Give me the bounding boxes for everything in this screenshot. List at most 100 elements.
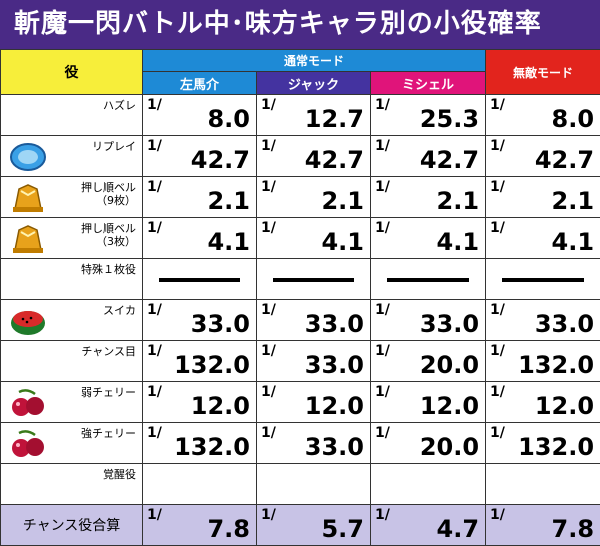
probability-value: 12.0 <box>535 392 594 420</box>
probability-value: 33.0 <box>420 310 479 338</box>
probability-value: 8.0 <box>552 105 595 133</box>
probability-value: 12.0 <box>420 392 479 420</box>
role-label: 特殊１枚役 <box>81 263 136 276</box>
probability-value: 33.0 <box>305 310 364 338</box>
value-cell: 1/33.0 <box>257 341 371 382</box>
role-label: リプレイ <box>92 140 136 153</box>
watermelon-icon <box>9 304 47 337</box>
fraction-slash: 1/ <box>375 507 390 523</box>
role-cell: 弱チェリー <box>1 382 143 423</box>
total-row: チャンス役合算 1/7.8 1/5.7 1/4.7 1/7.8 <box>1 505 600 546</box>
fraction-slash: 1/ <box>147 179 162 195</box>
fraction-slash: 1/ <box>261 343 276 359</box>
probability-value: 132.0 <box>518 433 594 461</box>
role-cell: 覚醒役 <box>1 464 143 505</box>
value-cell: 1/132.0 <box>486 341 600 382</box>
role-cell: 押し順ベル （9枚） <box>1 177 143 218</box>
header-role: 役 <box>1 50 143 95</box>
value-cell: 1/12.0 <box>143 382 257 423</box>
fraction-slash: 1/ <box>490 220 505 236</box>
value-cell: 1/2.1 <box>486 177 600 218</box>
fraction-slash: 1/ <box>261 302 276 318</box>
probability-value: 33.0 <box>535 310 594 338</box>
fraction-slash: 1/ <box>375 138 390 154</box>
probability-value: 42.7 <box>420 146 479 174</box>
value-cell: 1/2.1 <box>143 177 257 218</box>
role-cell: リプレイ <box>1 136 143 177</box>
fraction-slash: 1/ <box>147 384 162 400</box>
fraction-slash: 1/ <box>490 97 505 113</box>
probability-value: 4.1 <box>552 228 595 256</box>
value-cell <box>486 464 600 505</box>
role-cell: チャンス目 <box>1 341 143 382</box>
fraction-slash: 1/ <box>261 384 276 400</box>
fraction-slash: 1/ <box>147 302 162 318</box>
total-label: チャンス役合算 <box>1 505 143 546</box>
probability-value: 2.1 <box>207 187 250 215</box>
role-cell: 強チェリー <box>1 423 143 464</box>
role-cell: スイカ <box>1 300 143 341</box>
value-cell <box>257 259 371 300</box>
role-cell: 押し順ベル （3枚） <box>1 218 143 259</box>
probability-value: 132.0 <box>174 351 250 379</box>
value-cell: 1/132.0 <box>486 423 600 464</box>
probability-value: 33.0 <box>191 310 250 338</box>
role-label: 弱チェリー <box>81 386 136 399</box>
total-cell: 1/4.7 <box>371 505 486 546</box>
bell-icon <box>9 181 47 214</box>
value-cell: 1/33.0 <box>371 300 486 341</box>
replay-icon <box>9 140 47 173</box>
role-label: スイカ <box>103 304 136 317</box>
probability-value: 20.0 <box>420 433 479 461</box>
probability-value: 42.7 <box>535 146 594 174</box>
fraction-slash: 1/ <box>261 507 276 523</box>
probability-value: 4.1 <box>437 228 480 256</box>
fraction-slash: 1/ <box>490 302 505 318</box>
value-cell: 1/33.0 <box>257 423 371 464</box>
cherry-icon <box>9 427 47 460</box>
probability-value: 42.7 <box>191 146 250 174</box>
header-normal-mode: 通常モード <box>143 50 486 72</box>
total-value: 5.7 <box>321 515 364 543</box>
na-dash <box>273 278 354 282</box>
total-value: 7.8 <box>207 515 250 543</box>
value-cell: 1/42.7 <box>257 136 371 177</box>
probability-value: 132.0 <box>518 351 594 379</box>
value-cell: 1/4.1 <box>371 218 486 259</box>
fraction-slash: 1/ <box>147 220 162 236</box>
fraction-slash: 1/ <box>147 507 162 523</box>
value-cell: 1/4.1 <box>143 218 257 259</box>
total-value: 4.7 <box>437 515 480 543</box>
probability-value: 8.0 <box>207 105 250 133</box>
value-cell: 1/12.0 <box>257 382 371 423</box>
value-cell: 1/20.0 <box>371 341 486 382</box>
bell-icon <box>9 222 47 255</box>
probability-value: 42.7 <box>305 146 364 174</box>
na-dash <box>159 278 240 282</box>
total-cell: 1/7.8 <box>486 505 600 546</box>
role-label: 押し順ベル （9枚） <box>81 181 136 207</box>
value-cell: 1/8.0 <box>486 95 600 136</box>
header-muteki-mode: 無敵モード <box>486 50 600 95</box>
value-cell <box>371 464 486 505</box>
value-cell: 1/12.0 <box>371 382 486 423</box>
fraction-slash: 1/ <box>261 220 276 236</box>
value-cell <box>143 259 257 300</box>
role-label: 押し順ベル （3枚） <box>81 222 136 248</box>
fraction-slash: 1/ <box>375 343 390 359</box>
value-cell: 1/8.0 <box>143 95 257 136</box>
value-cell: 1/132.0 <box>143 423 257 464</box>
role-label: ハズレ <box>103 99 136 112</box>
role-cell: ハズレ <box>1 95 143 136</box>
fraction-slash: 1/ <box>261 97 276 113</box>
header-char-jack: ジャック <box>257 72 371 95</box>
total-cell: 1/5.7 <box>257 505 371 546</box>
probability-value: 2.1 <box>552 187 595 215</box>
role-label: 覚醒役 <box>103 468 136 481</box>
header-char-michelle: ミシェル <box>371 72 486 95</box>
fraction-slash: 1/ <box>261 179 276 195</box>
fraction-slash: 1/ <box>147 97 162 113</box>
